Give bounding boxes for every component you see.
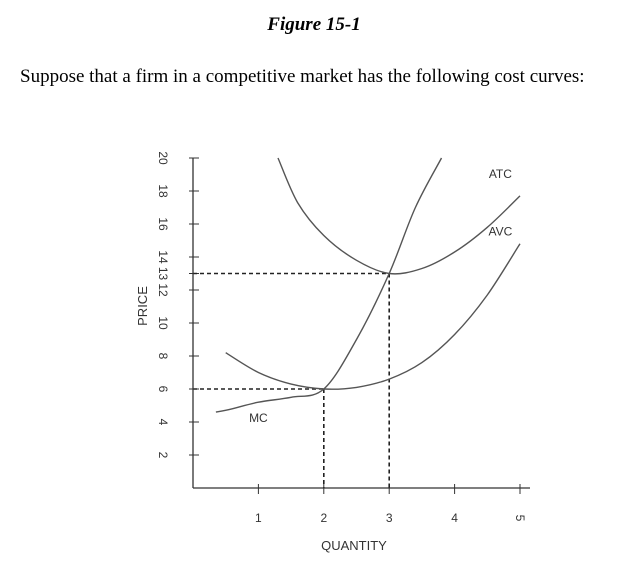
y-tick-label-8: 8 <box>156 353 170 360</box>
x-axis-label: QUANTITY <box>321 538 387 553</box>
y-tick-label-2: 2 <box>156 452 170 459</box>
y-tick-label-14: 14 <box>156 250 170 264</box>
y-tick-label-20: 20 <box>156 151 170 165</box>
atc-curve <box>277 157 521 275</box>
x-tick-label-4: 4 <box>451 511 458 525</box>
figure-title: Figure 15-1 <box>267 14 361 35</box>
avc-curve <box>225 243 521 390</box>
atc-label: ATC <box>489 167 512 181</box>
mc-label: MC <box>249 411 268 425</box>
y-tick-label-4: 4 <box>156 419 170 426</box>
y-tick-label-10: 10 <box>156 316 170 330</box>
y-tick-label-16: 16 <box>156 217 170 231</box>
y-axis-label: PRICE <box>135 286 150 326</box>
y-tick-label-6: 6 <box>156 386 170 393</box>
y-tick-label-12: 12 <box>156 283 170 297</box>
intro-text: Suppose that a firm in a competitive mar… <box>20 66 585 87</box>
x-tick-label-2: 2 <box>320 511 327 525</box>
x-tick-label-3: 3 <box>386 511 393 525</box>
mc-curve <box>215 157 443 413</box>
avc-label: AVC <box>488 225 512 239</box>
x-tick-label-5: 5 <box>513 515 527 522</box>
x-tick-label-1: 1 <box>255 511 262 525</box>
y-tick-label-18: 18 <box>156 184 170 198</box>
y-tick-label-13: 13 <box>156 267 170 281</box>
